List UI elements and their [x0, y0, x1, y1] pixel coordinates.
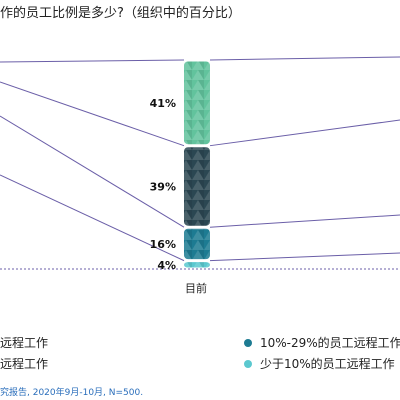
bar-pattern-3 [184, 147, 210, 226]
connector-left-4 [0, 174, 185, 262]
legend-label: 远程工作 [0, 357, 49, 371]
connector-right-4 [209, 252, 400, 262]
bar-pattern-4 [184, 61, 210, 145]
legend-item-4: 少于10%的员工远程工作 [244, 355, 395, 372]
legend-item-3: 远程工作 [0, 355, 48, 372]
source-note: 究报告, 2020年9月-10月, N=500. [0, 388, 144, 398]
connector-left-3 [0, 115, 185, 228]
legend-item-2: 10%-29%的员工远程工作 [244, 334, 400, 351]
connector-left-2 [0, 81, 185, 147]
legend-dot [244, 338, 252, 347]
data-label-3: 39% [150, 180, 176, 193]
bar-pattern-2 [184, 228, 210, 260]
legend-label: 10%-29%的员工远程工作 [260, 336, 400, 350]
data-label-4: 41% [150, 97, 176, 110]
legend-label: 少于10%的员工远程工作 [260, 357, 395, 371]
connector-left-1 [0, 59, 185, 63]
legend-label: 远程工作 [0, 336, 49, 350]
connector-lines [0, 56, 400, 262]
bar-pattern-1 [184, 262, 210, 268]
data-label-2: 16% [150, 238, 176, 251]
bar-segments [184, 61, 210, 268]
legend-item-1: 远程工作 [0, 334, 48, 351]
connector-right-3 [209, 214, 400, 228]
connector-right-2 [209, 119, 400, 147]
segment-labels: 4% 16% 39% 41% [150, 97, 176, 272]
connector-right-1 [209, 56, 400, 61]
chart-title: 作的员工比例是多少?（组织中的百分比） [0, 6, 241, 21]
legend-dot [244, 359, 252, 368]
data-label-1: 4% [157, 259, 176, 272]
x-tick-label: 目前 [185, 281, 207, 295]
